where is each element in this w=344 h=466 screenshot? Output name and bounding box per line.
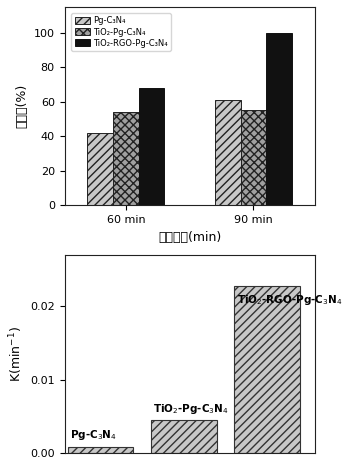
Bar [240, 110, 266, 206]
Text: TiO$_2$-Pg-C$_3$N$_4$: TiO$_2$-Pg-C$_3$N$_4$ [153, 402, 229, 416]
Bar [139, 88, 164, 206]
Y-axis label: 去除率(%): 去除率(%) [15, 84, 28, 128]
Y-axis label: K(min$^{-1}$): K(min$^{-1}$) [7, 326, 24, 382]
Bar [151, 420, 216, 453]
Bar [234, 286, 300, 453]
Legend: Pg-C₃N₄, TiO₂-Pg-C₃N₄, TiO₂-RGO-Pg-C₃N₄: Pg-C₃N₄, TiO₂-Pg-C₃N₄, TiO₂-RGO-Pg-C₃N₄ [71, 13, 171, 51]
Bar [67, 447, 133, 453]
Bar [215, 100, 240, 206]
Bar [266, 33, 292, 206]
Bar [113, 112, 139, 206]
Bar [87, 133, 113, 206]
Text: Pg-C$_3$N$_4$: Pg-C$_3$N$_4$ [70, 428, 117, 442]
Text: TiO$_2$-RGO-Pg-C$_3$N$_4$: TiO$_2$-RGO-Pg-C$_3$N$_4$ [237, 293, 342, 307]
X-axis label: 光照时间(min): 光照时间(min) [158, 231, 221, 244]
